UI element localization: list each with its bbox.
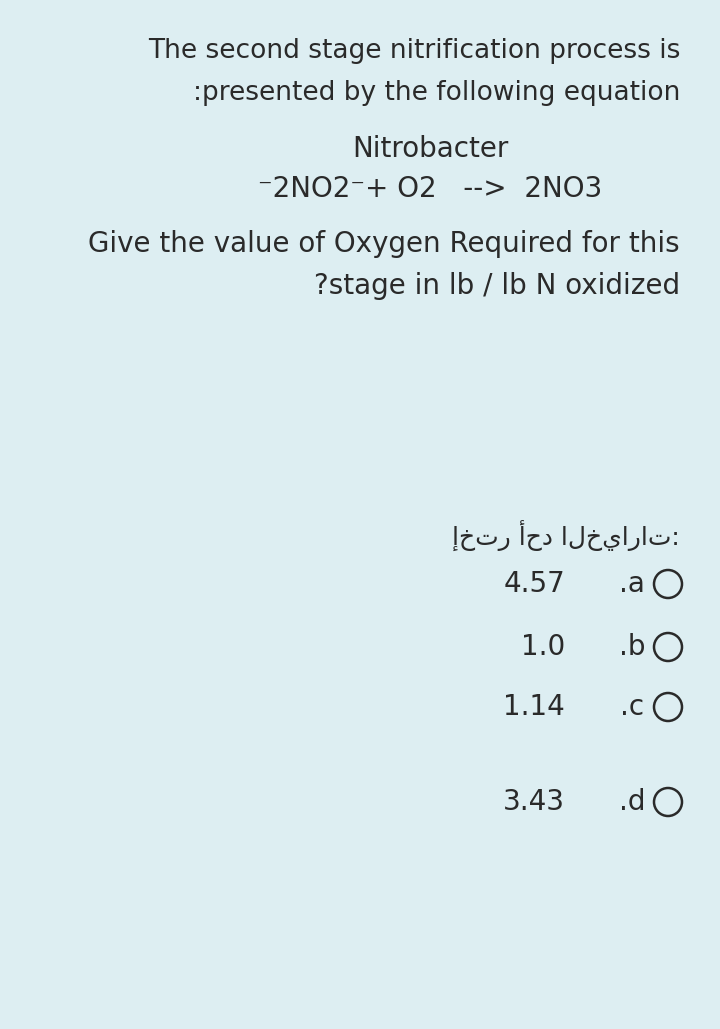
- Text: ⁻2NO2⁻+ O2   -->  2NO3: ⁻2NO2⁻+ O2 --> 2NO3: [258, 175, 602, 203]
- Text: .b: .b: [618, 633, 645, 661]
- Text: .c: .c: [620, 693, 644, 721]
- Text: 4.57: 4.57: [503, 570, 565, 598]
- Text: إختر أحد الخيارات:: إختر أحد الخيارات:: [452, 520, 680, 552]
- Text: The second stage nitrification process is: The second stage nitrification process i…: [148, 38, 680, 64]
- Text: .d: .d: [618, 788, 645, 816]
- Text: .a: .a: [619, 570, 645, 598]
- Text: Nitrobacter: Nitrobacter: [352, 135, 508, 163]
- Text: 1.14: 1.14: [503, 693, 565, 721]
- Text: 1.0: 1.0: [521, 633, 565, 661]
- Text: Give the value of Oxygen Required for this: Give the value of Oxygen Required for th…: [89, 230, 680, 258]
- Text: ?stage in lb / lb N oxidized: ?stage in lb / lb N oxidized: [314, 272, 680, 300]
- Text: 3.43: 3.43: [503, 788, 565, 816]
- Text: :presented by the following equation: :presented by the following equation: [193, 80, 680, 106]
